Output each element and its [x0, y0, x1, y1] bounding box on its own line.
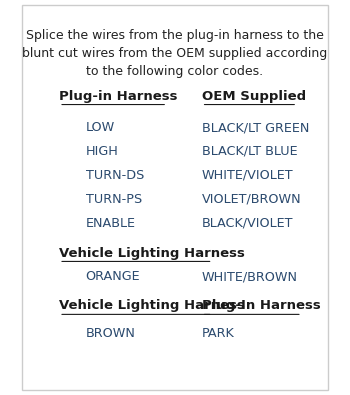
Text: LOW: LOW — [86, 121, 115, 134]
FancyBboxPatch shape — [21, 5, 329, 390]
Text: WHITE/BROWN: WHITE/BROWN — [202, 270, 298, 283]
Text: HIGH: HIGH — [86, 145, 119, 158]
Text: TURN-PS: TURN-PS — [86, 193, 142, 206]
Text: TURN-DS: TURN-DS — [86, 169, 144, 182]
Text: BLACK/VIOLET: BLACK/VIOLET — [202, 217, 293, 230]
Text: WHITE/VIOLET: WHITE/VIOLET — [202, 169, 293, 182]
Text: BLACK/LT GREEN: BLACK/LT GREEN — [202, 121, 309, 134]
Text: PARK: PARK — [202, 327, 235, 340]
Text: Vehicle Lighting Harness: Vehicle Lighting Harness — [59, 299, 245, 312]
Text: Splice the wires from the plug-in harness to the
blunt cut wires from the OEM su: Splice the wires from the plug-in harnes… — [22, 29, 328, 78]
Text: VIOLET/BROWN: VIOLET/BROWN — [202, 193, 301, 206]
Text: OEM Supplied: OEM Supplied — [202, 90, 306, 103]
Text: ORANGE: ORANGE — [86, 270, 140, 283]
Text: Vehicle Lighting Harness: Vehicle Lighting Harness — [59, 246, 245, 260]
Text: Plug-In Harness: Plug-In Harness — [202, 299, 320, 312]
Text: BLACK/LT BLUE: BLACK/LT BLUE — [202, 145, 297, 158]
Text: ENABLE: ENABLE — [86, 217, 136, 230]
Text: BROWN: BROWN — [86, 327, 135, 340]
Text: Plug-in Harness: Plug-in Harness — [59, 90, 177, 103]
